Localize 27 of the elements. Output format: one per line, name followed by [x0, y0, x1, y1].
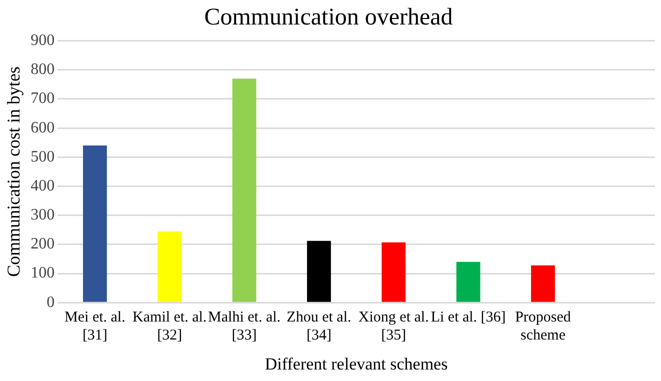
- y-tick-label: 800: [30, 61, 55, 78]
- bar: [82, 146, 107, 302]
- x-tick-label: Malhi et. al. [33]: [208, 310, 281, 344]
- y-tick-label: 300: [30, 206, 55, 224]
- y-tick-label: 900: [30, 32, 55, 50]
- y-tick-label: 600: [30, 119, 55, 136]
- bar: [382, 242, 406, 302]
- x-tick-label: Kamil et. al. [32]: [132, 310, 207, 344]
- x-tick-label: Xiong et al. [35]: [358, 310, 429, 344]
- bar: [232, 78, 256, 302]
- x-tick-label: Proposed scheme: [515, 310, 572, 344]
- y-tick-label: 700: [30, 90, 55, 108]
- bar: [531, 265, 555, 302]
- x-tick-label: Li et al. [36]: [430, 310, 506, 326]
- y-tick-label: 0: [46, 294, 55, 311]
- y-axis-title: Communication cost in bytes: [4, 66, 24, 277]
- y-tick-label: 100: [30, 264, 55, 282]
- y-tick-label: 200: [30, 236, 55, 253]
- bar: [456, 262, 480, 302]
- x-tick-label: Mei et. al. [31]: [64, 310, 126, 344]
- bar: [307, 240, 331, 302]
- x-tick-label: Zhou et al. [34]: [286, 310, 352, 344]
- x-axis-title: Different relevant schemes: [264, 354, 448, 374]
- y-tick-label: 500: [30, 148, 55, 166]
- bar: [158, 231, 182, 302]
- chart-title: Communication overhead: [204, 4, 453, 31]
- y-tick-label: 400: [30, 177, 55, 194]
